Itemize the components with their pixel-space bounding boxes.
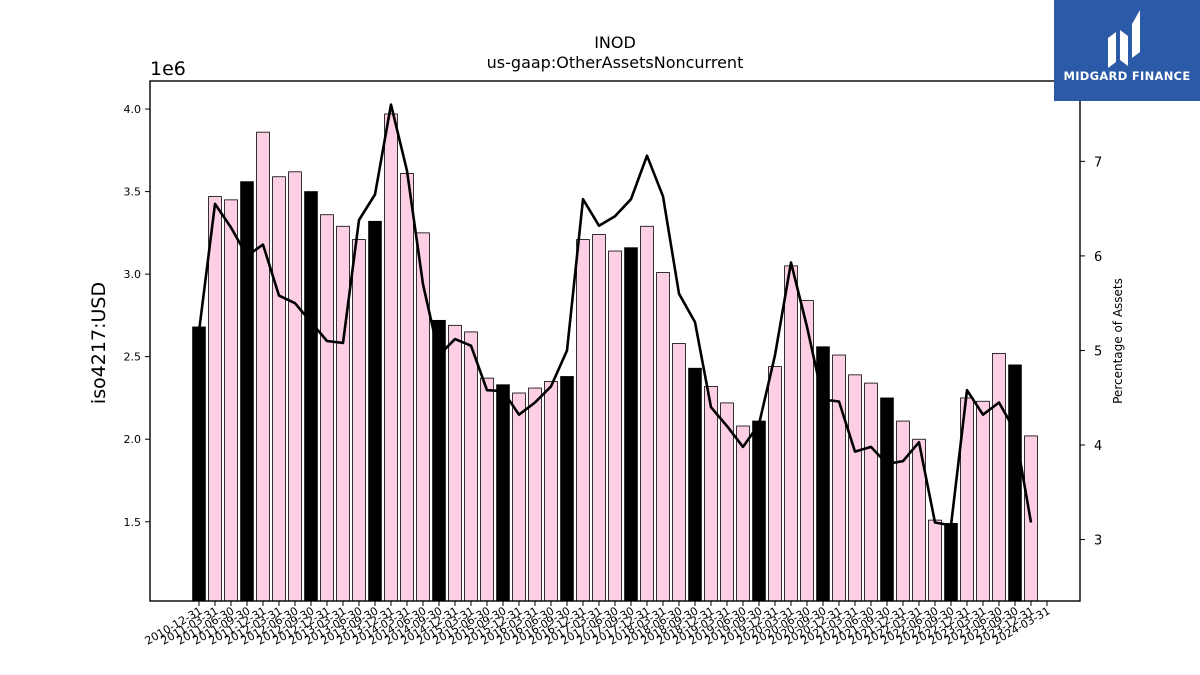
bar: [480, 377, 494, 602]
bar: [368, 220, 382, 602]
bar: [592, 234, 606, 602]
bar: [672, 343, 686, 602]
bar: [944, 523, 958, 602]
y-right-tick-label: 6: [1094, 250, 1102, 265]
chart-title: INOD: [594, 33, 636, 52]
axes-layer: 1.52.02.53.03.54.0345672010-12-312011-03…: [124, 103, 1103, 648]
y-offset-label: 1e6: [150, 58, 186, 80]
bar: [304, 191, 318, 602]
bar: [384, 113, 398, 602]
bar: [576, 239, 590, 602]
bar: [288, 171, 302, 602]
bar: [400, 173, 414, 602]
bars-layer: [192, 113, 1038, 602]
bar: [192, 326, 206, 602]
y-tick-label: 4.0: [124, 103, 142, 116]
bar: [272, 176, 286, 602]
brand-name: MIDGARD FINANCE: [1063, 69, 1191, 83]
bar: [448, 324, 462, 602]
bar: [608, 250, 622, 602]
bar: [496, 384, 510, 602]
bar: [736, 425, 750, 602]
bar: [992, 352, 1006, 602]
y-tick-label: 1.5: [124, 516, 142, 529]
bar: [832, 354, 846, 602]
y-axis-right-label: Percentage of Assets: [1111, 278, 1125, 404]
y-tick-label: 2.0: [124, 433, 142, 446]
bar: [640, 225, 654, 602]
bar: [688, 367, 702, 602]
bar: [560, 376, 574, 602]
bar: [704, 385, 718, 602]
bar: [240, 181, 254, 602]
bar: [256, 131, 270, 602]
bar: [880, 397, 894, 602]
bar: [512, 392, 526, 602]
y-right-tick-label: 3: [1094, 534, 1102, 549]
y-tick-label: 3.5: [124, 186, 142, 199]
bar: [320, 214, 334, 602]
bar: [528, 387, 542, 602]
bar: [784, 265, 798, 602]
y-right-tick-label: 7: [1094, 155, 1102, 170]
bar: [352, 239, 366, 602]
bar: [224, 199, 238, 602]
bar: [544, 381, 558, 602]
bar: [656, 272, 670, 602]
bar: [1008, 364, 1022, 602]
y-right-tick-label: 5: [1094, 344, 1102, 359]
brand-logo: MIDGARD FINANCE: [1054, 0, 1200, 101]
bar: [848, 374, 862, 602]
bar: [976, 400, 990, 602]
y-tick-label: 2.5: [124, 351, 142, 364]
bar: [208, 196, 222, 602]
bar: [768, 366, 782, 602]
bar: [752, 420, 766, 602]
plot-frame: [149, 80, 1081, 602]
line-layer: [197, 103, 1033, 527]
chart-subtitle: us-gaap:OtherAssetsNoncurrent: [487, 53, 744, 72]
brand-mark-icon: [1108, 10, 1140, 68]
bar: [432, 319, 446, 602]
y-axis-label: iso4217:USD: [88, 282, 110, 404]
bar: [624, 247, 638, 602]
y-tick-label: 3.0: [124, 268, 142, 281]
bar: [336, 225, 350, 602]
bar: [928, 519, 942, 602]
bar: [896, 420, 910, 602]
bar: [864, 382, 878, 602]
bar: [464, 331, 478, 602]
y-right-tick-label: 4: [1094, 439, 1102, 454]
series-line: [197, 103, 1033, 527]
